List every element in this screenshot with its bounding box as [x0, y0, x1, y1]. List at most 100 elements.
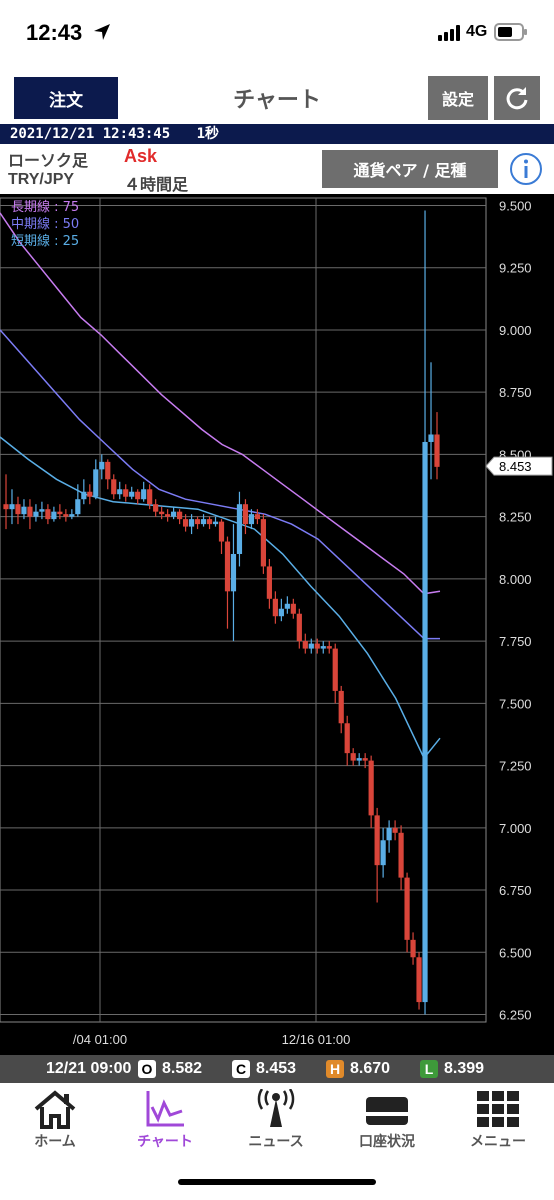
candle-bull: [75, 499, 81, 515]
cellular-signal-icon: [438, 25, 460, 41]
candle-bull: [428, 434, 434, 442]
price-chart[interactable]: 9.500 9.250 9.000 8.750 8.500 8.250 8.000 7.750…: [0, 195, 554, 1055]
tab-home[interactable]: ホーム: [0, 1089, 110, 1153]
high-tag: H: [326, 1060, 344, 1078]
candle-bull: [236, 504, 243, 554]
candle-bear: [326, 646, 332, 649]
candle-bear: [296, 613, 302, 642]
candle-bear: [159, 511, 165, 515]
candle-bear: [224, 541, 231, 592]
x-tick-label: 12/16 01:00: [282, 1032, 351, 1047]
current-price-marker: [485, 456, 553, 476]
ma-long-line: [0, 212, 441, 595]
legend-item: 長期線 : 75: [11, 199, 79, 215]
y-tick-label: 6.750: [499, 883, 532, 898]
y-tick-label: 9.000: [499, 323, 532, 338]
tab-account[interactable]: 口座状況: [332, 1089, 442, 1153]
y-tick-label: 8.750: [499, 385, 532, 400]
refresh-button[interactable]: [494, 76, 540, 120]
tab-chart-label: チャート: [137, 1134, 193, 1150]
candle-bull: [117, 489, 123, 495]
info-icon[interactable]: [508, 151, 544, 187]
candle-bear: [194, 519, 201, 525]
y-tick-label: 9.250: [499, 261, 532, 276]
x-tick-label: /04 01:00: [73, 1032, 127, 1047]
candle-bear: [260, 519, 267, 567]
tab-news[interactable]: ニュース: [221, 1089, 331, 1153]
candle-bull: [188, 519, 195, 527]
tab-chart[interactable]: チャート: [110, 1089, 220, 1153]
candle-bear: [135, 491, 141, 500]
high-value: 8.670: [350, 1060, 391, 1077]
settings-button[interactable]: 設定: [428, 76, 488, 120]
open-value: 8.582: [162, 1060, 203, 1077]
battery-icon: [494, 23, 527, 41]
candle-bear: [374, 815, 380, 866]
candle-bear: [314, 643, 320, 649]
status-time: 12:43: [26, 20, 83, 45]
candle-bull: [200, 519, 207, 525]
tab-account-label: 口座状況: [359, 1134, 415, 1150]
candle-bear: [45, 509, 51, 520]
candle-bear: [344, 723, 350, 754]
candle-bear: [290, 603, 296, 614]
current-price-label: 8.453: [499, 459, 532, 474]
candlestick-chart[interactable]: 9.5009.2509.0008.7508.5008.2508.0007.750…: [0, 195, 554, 1055]
y-tick-label: 8.250: [499, 510, 532, 525]
candle-bull: [380, 840, 386, 866]
candle-bear: [165, 514, 171, 517]
candle-bear: [350, 753, 356, 761]
y-tick-label: 7.250: [499, 759, 532, 774]
candle-bear: [266, 566, 272, 599]
ohlc-datetime: 12/21 09:00: [46, 1060, 132, 1077]
candle-bull: [386, 827, 392, 841]
close-tag: C: [232, 1060, 250, 1078]
order-button[interactable]: 注文: [14, 77, 118, 119]
ma-mid-line: [0, 329, 440, 640]
candle-bear: [218, 521, 225, 542]
candle-bear: [182, 519, 189, 527]
legend-item: 中期線 : 50: [11, 216, 79, 232]
card-icon: [366, 1097, 408, 1125]
tab-menu-label: メニュー: [470, 1134, 526, 1150]
candle-bear: [176, 511, 183, 520]
candle-bear: [3, 504, 9, 510]
tab-home-label: ホーム: [34, 1134, 76, 1150]
candle-bull: [99, 461, 105, 470]
currency-pair-label: TRY/JPY: [8, 171, 75, 188]
candle-bull: [320, 646, 326, 649]
candle-bear: [147, 489, 153, 505]
candle-bear: [416, 957, 422, 1003]
tab-news-label: ニュース: [248, 1134, 304, 1150]
candle-bear: [15, 504, 21, 515]
low-tag: L: [420, 1060, 438, 1078]
timeframe-label: ４時間足: [124, 175, 189, 194]
app-header: 注文 チャート 設定: [0, 64, 554, 124]
network-type: 4G: [466, 23, 488, 40]
y-tick-label: 8.000: [499, 572, 532, 587]
candle-bear: [434, 434, 440, 467]
y-tick-label: 7.000: [499, 821, 532, 836]
candle-bull: [248, 514, 255, 525]
ma-short-line: [0, 436, 441, 760]
candle-bull: [81, 491, 87, 500]
tab-menu[interactable]: メニュー: [443, 1089, 553, 1153]
candle-bear: [254, 514, 261, 520]
y-tick-label: 7.750: [499, 634, 532, 649]
candle-bear: [57, 511, 63, 515]
candle-bull: [39, 509, 45, 512]
candle-bear: [302, 641, 308, 649]
candle-bull: [356, 758, 362, 761]
candle-bull: [93, 469, 99, 497]
candle-bear: [404, 877, 410, 940]
candle-bear: [362, 758, 368, 761]
close-value: 8.453: [256, 1060, 297, 1077]
chart-type-label: ローソク足: [8, 151, 89, 170]
plot-frame: [0, 197, 487, 1023]
candle-bear: [332, 648, 338, 691]
candle-bear: [111, 479, 117, 495]
pair-timeframe-button[interactable]: 通貨ペア / 足種: [322, 150, 498, 188]
candle-bear: [410, 939, 416, 958]
candle-bear: [105, 461, 111, 480]
candle-bull: [141, 489, 147, 500]
